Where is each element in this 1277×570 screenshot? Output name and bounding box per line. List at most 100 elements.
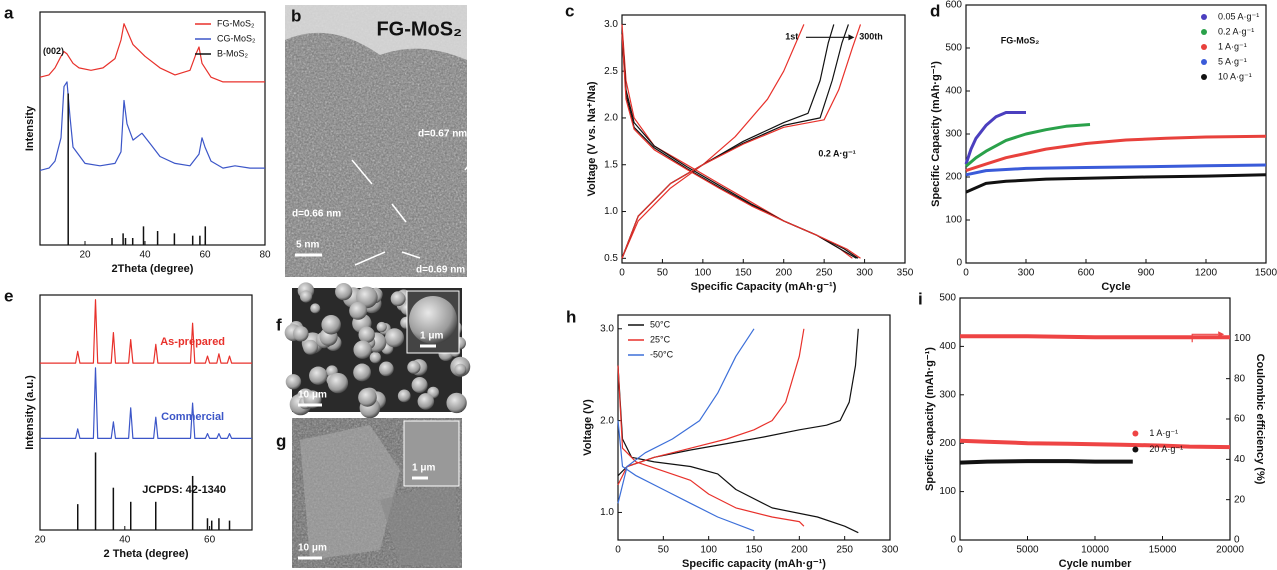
y-tick-label: 1.0 [604, 206, 618, 217]
legend-label: 1 A·g⁻¹ [1218, 41, 1247, 51]
y-tick-label: 200 [939, 438, 956, 449]
x-tick-label: 20 [79, 250, 91, 261]
particle [358, 327, 374, 343]
arrow-head [848, 34, 854, 40]
series-line [622, 24, 857, 258]
particle [335, 283, 352, 300]
legend-label: 10 A·g⁻¹ [1218, 71, 1252, 81]
y-tick-label: 500 [945, 43, 962, 54]
sem-image: 10 μm 1 μm [292, 418, 462, 568]
y-tick-label: 0.5 [604, 253, 618, 264]
legend-marker [1132, 431, 1138, 437]
x-tick-label: 40 [139, 250, 151, 261]
particle [293, 326, 309, 342]
particle [412, 377, 428, 393]
d-spacing: d=0.69 nm [416, 265, 465, 276]
chart-panel: d0300600900120015000100200300400500600Cy… [930, 0, 1277, 293]
x-tick-label: 80 [259, 250, 271, 261]
scale-label: 1 μm [420, 331, 443, 342]
x-tick-label: 1200 [1195, 268, 1218, 279]
arrow [465, 146, 484, 170]
series-line [960, 461, 1133, 463]
particle [309, 366, 327, 384]
x-tick-label: 20 [34, 535, 46, 546]
legend-label: FG-MoS₂ [217, 18, 255, 28]
y-tick-label: 400 [945, 86, 962, 97]
y-axis-label: Voltage (V vs. Na⁺/Na) [586, 81, 598, 196]
legend-label: B-MoS₂ [217, 48, 249, 58]
particle [300, 290, 312, 302]
particle [303, 340, 318, 355]
y-axis-label: Specific capacity (mAh·g⁻¹) [924, 347, 936, 491]
particle [379, 362, 394, 377]
x-tick-label: 15000 [1149, 545, 1177, 556]
annotation: FG-MoS₂ [1001, 35, 1040, 45]
legend-label: 1 A·g⁻¹ [1149, 428, 1178, 438]
y2-tick-label: 0 [1234, 535, 1240, 546]
series-line [960, 441, 1230, 447]
x-tick-label: 0 [615, 545, 621, 556]
legend-label: 0.05 A·g⁻¹ [1218, 11, 1259, 21]
series-line [622, 24, 858, 258]
y2-tick-label: 100 [1234, 333, 1251, 344]
series-line [966, 165, 1266, 175]
legend-label: CG-MoS₂ [217, 33, 256, 43]
series-line [618, 329, 754, 531]
y-tick-label: 200 [945, 172, 962, 183]
x-tick-label: 350 [897, 268, 914, 279]
legend-marker [1201, 29, 1207, 35]
scale-label: 10 μm [298, 390, 327, 401]
y2-tick-label: 40 [1234, 454, 1246, 465]
x-tick-label: 0 [963, 268, 969, 279]
x-tick-label: 20000 [1216, 545, 1244, 556]
series-line [618, 329, 804, 526]
particle [446, 393, 466, 413]
y-tick-label: 0 [956, 258, 962, 269]
legend-marker [1132, 447, 1138, 453]
y-tick-label: 300 [939, 389, 956, 400]
series-line [40, 368, 252, 439]
scale-label: 5 nm [296, 240, 319, 251]
y-tick-label: 100 [939, 486, 956, 497]
x-tick-label: 250 [816, 268, 833, 279]
legend-label: 5 A·g⁻¹ [1218, 56, 1247, 66]
annotation: 300th [859, 32, 883, 42]
y-tick-label: 100 [945, 215, 962, 226]
series-line [622, 24, 852, 258]
panel-label: f [276, 315, 282, 334]
x-axis-label: 2 Theta (degree) [104, 548, 189, 560]
series-line [40, 300, 252, 363]
y2-tick-label: 60 [1234, 414, 1246, 425]
particle [286, 374, 301, 389]
y-tick-label: 2.0 [604, 113, 618, 124]
x-tick-label: 10000 [1081, 545, 1109, 556]
x-tick-label: 900 [1138, 268, 1155, 279]
panel-label: i [918, 289, 923, 308]
annotation: 1st [785, 32, 798, 42]
legend-marker [1201, 44, 1207, 50]
y-tick-label: 600 [945, 0, 962, 11]
inset [404, 421, 459, 486]
legend-label: 25°C [650, 334, 671, 344]
annotation: 0.2 A·g⁻¹ [818, 148, 855, 158]
plot-frame [622, 15, 905, 263]
x-tick-label: 200 [775, 268, 792, 279]
x-tick-label: 300 [1018, 268, 1035, 279]
tem-image: b FG-MoS₂ d=0.67 nm d=0.66 nm d=0.69 nm … [285, 5, 508, 277]
x-tick-label: 5000 [1016, 545, 1039, 556]
legend-marker [1201, 74, 1207, 80]
scale-label: 10 μm [298, 543, 327, 554]
x-tick-label: 50 [657, 268, 669, 279]
x-tick-label: 50 [658, 545, 670, 556]
y-tick-label: 400 [939, 341, 956, 352]
x-tick-label: 600 [1078, 268, 1095, 279]
chart-panel: e2040602 Theta (degree)Intensity (a.u.)A… [4, 286, 252, 559]
annotation: (002) [43, 46, 64, 56]
series-label: Commercial [161, 411, 224, 423]
y-tick-label: 1.0 [600, 507, 614, 518]
y-axis-label: Specific Capacity (mAh·g⁻¹) [930, 61, 942, 207]
y-tick-label: 500 [939, 293, 956, 304]
x-tick-label: 40 [119, 535, 131, 546]
x-axis-label: Specific Capacity (mAh·g⁻¹) [691, 281, 837, 293]
